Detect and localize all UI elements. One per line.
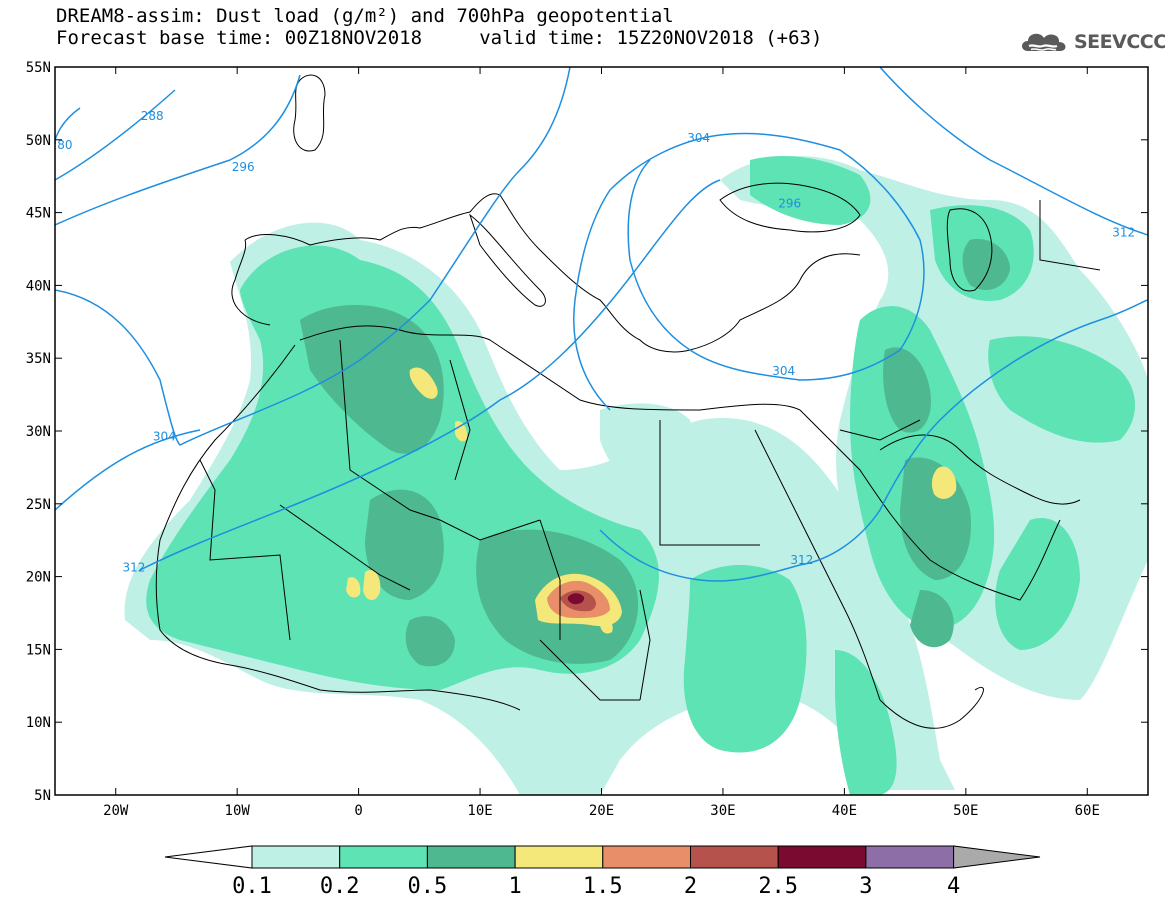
colorbar-label: 1.5: [583, 874, 623, 899]
geopotential-contours: [55, 67, 1148, 582]
lat-label: 5N: [34, 788, 51, 804]
colorbar-label: 1: [508, 874, 521, 899]
lat-label: 25N: [26, 497, 51, 513]
lon-label: 50E: [953, 803, 978, 819]
dust-layer-2-5: [567, 593, 585, 605]
colorbar-label: 0.1: [232, 874, 272, 899]
colorbar-segment: [777, 845, 867, 869]
seevccc-logo: SEEVCCC: [1018, 28, 1165, 56]
forecast-times: Forecast base time: 00Z18NOV2018 valid t…: [56, 27, 823, 49]
lat-label: 30N: [26, 424, 51, 440]
lon-label: 60E: [1075, 803, 1100, 819]
lon-label: 40E: [832, 803, 857, 819]
colorbar-segment: [690, 845, 779, 869]
lon-label: 20E: [589, 803, 614, 819]
colorbar-label: 2.5: [758, 874, 798, 899]
lon-label: 30E: [710, 803, 735, 819]
colorbar: 0.1 0.2 0.5 1 1.5 2 2.5 3 4: [164, 845, 1041, 899]
colorbar-high-arrow: [953, 845, 1041, 869]
contour-label: 312: [790, 553, 813, 567]
lat-label: 35N: [26, 351, 51, 367]
cloud-logo-icon: [1022, 33, 1066, 51]
contour-label: 312: [1112, 225, 1135, 239]
colorbar-segment: [426, 845, 516, 869]
lon-label: 10W: [225, 803, 251, 819]
contour-label: 296: [232, 160, 255, 174]
colorbar-label: 0.2: [320, 874, 360, 899]
lat-label: 45N: [26, 206, 51, 222]
colorbar-low-arrow: [164, 845, 253, 869]
lat-label: 40N: [26, 278, 51, 294]
lon-label: 0: [354, 803, 362, 819]
colorbar-segment: [339, 845, 428, 869]
contour-labels: 280 288 296 304 296 312 304 304 312 312: [50, 109, 1135, 574]
lat-label: 20N: [26, 570, 51, 586]
latitude-axis: 55N 50N 45N 40N 35N 30N 25N 20N 15N 10N 5N: [26, 60, 1148, 804]
lon-label: 10E: [467, 803, 492, 819]
contour-label: 312: [122, 560, 145, 574]
colorbar-label: 2: [684, 874, 697, 899]
colorbar-segment: [865, 845, 955, 869]
coastlines: [155, 74, 1101, 729]
lat-label: 10N: [26, 715, 51, 731]
contour-label: 296: [778, 196, 801, 210]
lat-label: 50N: [26, 133, 51, 149]
longitude-axis: 20W 10W 0 10E 20E 30E 40E 50E 60E: [103, 67, 1100, 819]
lon-label: 20W: [103, 803, 129, 819]
contour-label: 304: [687, 131, 710, 145]
colorbar-label: 3: [859, 874, 872, 899]
contour-label: 304: [772, 364, 795, 378]
colorbar-label: 0.5: [408, 874, 448, 899]
contour-label: 288: [141, 109, 164, 123]
colorbar-segment: [602, 845, 691, 869]
lat-label: 15N: [26, 642, 51, 658]
contour-label: 304: [153, 429, 176, 443]
contour-label: 280: [50, 138, 73, 152]
lat-label: 55N: [26, 60, 51, 76]
colorbar-segment: [251, 845, 341, 869]
colorbar-label: 4: [947, 874, 960, 899]
colorbar-segment: [514, 845, 604, 869]
logo-text: SEEVCCC: [1074, 31, 1165, 53]
map-title: DREAM8-assim: Dust load (g/m²) and 700hP…: [56, 5, 674, 27]
